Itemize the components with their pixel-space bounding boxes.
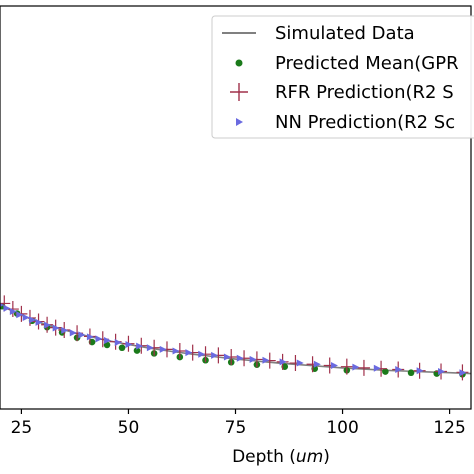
legend-label-rfr: RFR Prediction(R2 S [275, 82, 454, 103]
data-point-nn [29, 316, 37, 324]
x-axis-label-prefix: Depth ( [232, 447, 296, 467]
legend-box [211, 15, 474, 139]
data-point-gpr [407, 369, 415, 377]
series-line-simulated [0, 303, 472, 375]
data-point-nn [223, 353, 231, 361]
data-point-nn [9, 307, 17, 315]
x-tick-label: 100 [326, 418, 358, 438]
x-axis-label-unit: um [296, 447, 323, 467]
x-tick-label: 50 [118, 418, 140, 438]
legend-marker-nn [236, 118, 243, 126]
data-point-nn [0, 303, 4, 308]
plot-area [0, 295, 472, 381]
x-axis-label-suffix: ) [323, 447, 330, 467]
data-point-nn [159, 345, 167, 353]
data-point-nn [16, 311, 24, 319]
legend: Simulated Data Predicted Mean(GPR RFR Pr… [211, 15, 474, 139]
data-point-nn [249, 355, 257, 363]
data-point-nn [52, 324, 60, 332]
data-point-nn [86, 333, 94, 341]
legend-label-simulated: Simulated Data [275, 23, 415, 44]
legend-label-gpr: Predicted Mean(GPR [275, 53, 459, 74]
x-tick-label: 125 [433, 418, 465, 438]
data-point-gpr [382, 368, 389, 375]
x-axis-label: Depth (um) [232, 447, 330, 467]
data-point-nn [185, 349, 193, 357]
data-point-nn [262, 356, 270, 364]
legend-label-nn: NN Prediction(R2 Sc [275, 112, 455, 133]
data-point-nn [78, 331, 86, 339]
data-point-gpr [118, 344, 126, 352]
data-point-rfr [340, 358, 353, 375]
data-point-nn [114, 339, 122, 347]
data-point-nn [416, 367, 424, 375]
data-point-nn [104, 336, 112, 344]
data-point-nn [373, 364, 381, 372]
data-point-nn [3, 304, 11, 312]
x-tick-label: 25 [11, 418, 33, 438]
data-point-nn [69, 329, 77, 337]
data-point-nn [330, 361, 338, 369]
data-point-nn [146, 344, 154, 352]
data-point-nn [22, 314, 30, 322]
data-point-nn [395, 366, 403, 374]
data-point-nn [459, 369, 467, 377]
data-point-nn [211, 351, 219, 359]
data-point-nn [61, 326, 69, 334]
data-point-nn [296, 359, 304, 367]
data-point-nn [125, 341, 133, 349]
data-point-nn [95, 335, 103, 343]
data-point-nn [136, 342, 144, 350]
data-point-nn [198, 350, 206, 358]
x-axis: 25 50 75 100 125 [11, 409, 466, 438]
data-point-nn [172, 347, 180, 355]
x-tick-label: 75 [225, 418, 247, 438]
legend-marker-rfr [230, 83, 248, 101]
data-point-nn [44, 321, 52, 329]
data-point-nn [313, 360, 321, 368]
data-point-nn [35, 318, 43, 326]
data-point-rfr [357, 359, 370, 376]
legend-marker-gpr [235, 59, 243, 67]
data-point-rfr [6, 301, 19, 318]
data-point-nn [352, 363, 360, 371]
data-point-gpr [133, 347, 141, 354]
data-point-nn [279, 358, 287, 366]
data-point-nn [438, 368, 446, 376]
data-point-nn [236, 354, 244, 362]
